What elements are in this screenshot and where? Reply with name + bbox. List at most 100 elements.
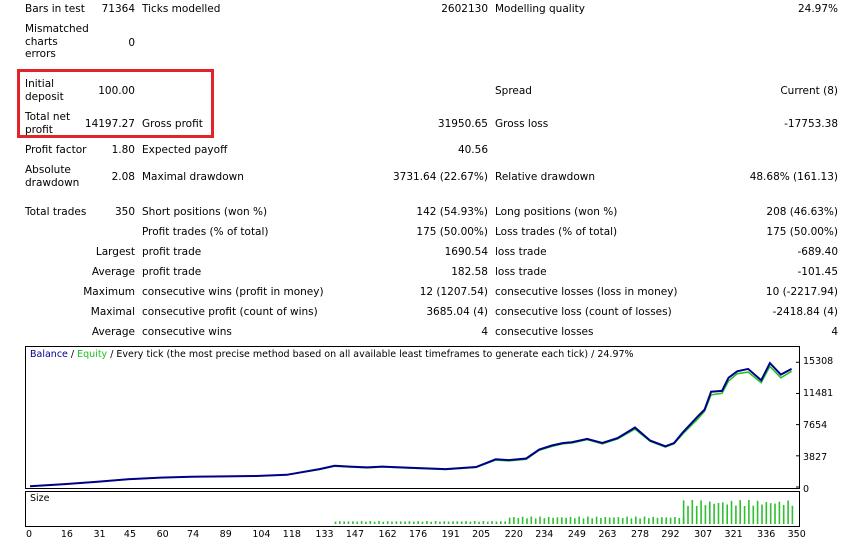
size-bar [652, 516, 654, 524]
size-bar [539, 516, 541, 524]
size-bar [347, 521, 350, 524]
legend-equity: Equity [77, 349, 108, 360]
largest-profit-value: 1690.54 [444, 246, 488, 258]
y-tick-label: 3827 [803, 452, 828, 463]
y-tick-label: 7654 [803, 420, 828, 431]
size-bar [695, 505, 698, 524]
size-bar [595, 516, 598, 524]
gross-loss-value: -17753.38 [784, 118, 838, 130]
size-bar [613, 517, 615, 524]
size-bar [413, 521, 415, 524]
size-bar [339, 521, 341, 524]
size-bar [334, 521, 337, 524]
x-tick-label: 16 [60, 529, 73, 540]
legend-description: / Every tick (the most precise method ba… [107, 349, 634, 360]
size-bar [674, 517, 676, 524]
size-bar [469, 521, 472, 524]
size-bar [534, 518, 537, 524]
initial-deposit-label: Initial deposit [25, 78, 64, 103]
avg-consec-losses-value: 4 [831, 326, 838, 338]
size-bar [561, 517, 563, 524]
x-tick-label: 278 [630, 529, 650, 540]
size-bar [500, 521, 502, 524]
size-bar [547, 516, 550, 524]
size-bar [726, 504, 728, 524]
gross-profit-value: 31950.65 [437, 118, 488, 130]
size-bar [447, 521, 450, 524]
long-positions-label: Long positions (won %) [495, 206, 618, 218]
size-bar [552, 517, 554, 524]
profit-trades-label: Profit trades (% of total) [142, 226, 269, 238]
largest-profit-label: profit trade [142, 246, 202, 258]
size-bar [356, 521, 358, 524]
x-tick-label: 307 [694, 529, 713, 540]
short-positions-label: Short positions (won %) [142, 206, 268, 218]
size-bar [460, 521, 463, 524]
average-label: Average [91, 266, 135, 278]
x-tick-label: 321 [724, 529, 743, 540]
size-bar [643, 516, 646, 524]
y-tick-label: 15308 [803, 356, 834, 367]
size-bar [717, 503, 720, 524]
modelling-quality-value: 24.97% [797, 3, 838, 15]
x-tick-label: 45 [123, 529, 137, 540]
size-bar [417, 521, 419, 524]
x-tick-label: 176 [409, 529, 428, 540]
size-bar [600, 518, 602, 524]
size-bar [526, 518, 528, 524]
max-consec-losses-label: consecutive losses (loss in money) [495, 286, 678, 298]
initial-deposit-value: 100.00 [98, 85, 135, 97]
absolute-drawdown-value: 2.08 [111, 171, 135, 183]
highlight-box [17, 69, 214, 138]
maximal-label: Maximal [90, 306, 135, 318]
size-bar [569, 516, 572, 524]
size-bar [478, 521, 480, 524]
size-bar [787, 500, 789, 524]
x-tick-label: 60 [156, 529, 169, 540]
total-trades-label: Total trades [25, 206, 87, 218]
average-loss-label: loss trade [495, 266, 547, 278]
x-tick-label: 133 [315, 529, 334, 540]
bars-in-test-value: 71364 [101, 3, 135, 15]
average-loss-value: -101.45 [797, 266, 838, 278]
size-bar [408, 521, 411, 524]
size-bar [530, 516, 533, 524]
size-bar [582, 518, 585, 524]
size-bar [382, 521, 385, 524]
size-bar [765, 502, 768, 524]
balance-chart-panel [25, 346, 800, 489]
x-tick-label: 234 [535, 529, 554, 540]
x-tick-label: 74 [187, 529, 200, 540]
size-bar [630, 518, 633, 524]
x-tick-label: 205 [472, 529, 491, 540]
size-bar [517, 518, 520, 524]
spread-label: Spread [495, 85, 532, 97]
size-bar [399, 521, 402, 524]
size-bar [678, 518, 681, 524]
y-tick-label: 11481 [803, 388, 834, 399]
size-bar [691, 500, 694, 524]
size-bar [473, 521, 476, 524]
size-bar [621, 518, 624, 524]
size-bar [687, 505, 689, 524]
size-bar [426, 521, 428, 524]
relative-drawdown-value: 48.68% (161.13) [749, 171, 838, 183]
y-tick-label: 0 [803, 484, 810, 495]
x-tick-label: 292 [661, 529, 680, 540]
series-line-balance [29, 361, 793, 488]
size-bar [386, 521, 389, 524]
x-tick-label: 249 [567, 529, 586, 540]
size-bar [604, 517, 607, 524]
largest-loss-value: -689.40 [797, 246, 838, 258]
size-bar [756, 500, 759, 524]
spread-value: Current (8) [780, 85, 838, 97]
ticks-modelled-label: Ticks modelled [142, 3, 221, 15]
x-tick-label: 350 [787, 529, 806, 540]
size-bar [774, 503, 776, 524]
size-bar [587, 516, 589, 524]
gross-profit-label: Gross profit [142, 118, 203, 130]
total-net-profit-label: Total net profit [25, 111, 71, 136]
size-bar [739, 500, 741, 524]
relative-drawdown-label: Relative drawdown [495, 171, 596, 183]
size-bar [713, 503, 715, 524]
